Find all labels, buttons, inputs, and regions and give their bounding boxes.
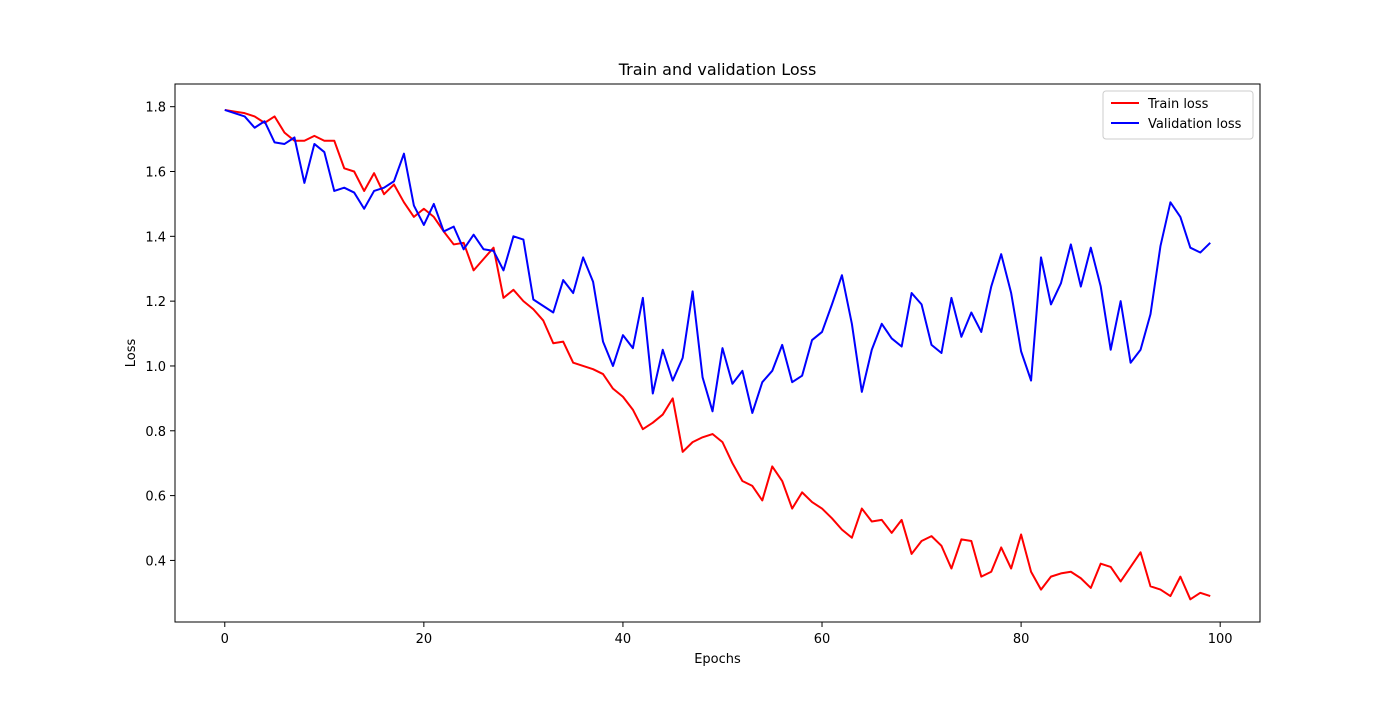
y-tick-label: 1.8 (145, 101, 166, 116)
series-line-validation-loss (224, 108, 1211, 414)
plot-frame (174, 83, 1261, 623)
x-tick-label: 80 (1013, 632, 1030, 647)
x-tick-label: 60 (814, 632, 831, 647)
y-tick-label: 1.6 (145, 166, 166, 181)
chart-title: Train and validation Loss (618, 60, 817, 79)
y-tick-label: 1.4 (145, 230, 166, 245)
legend-box (1102, 90, 1254, 140)
y-axis-label: Loss (124, 339, 139, 368)
y-tick-label: 1.0 (145, 360, 166, 375)
x-tick-label: 0 (221, 632, 229, 647)
x-axis-ticks: 0 20 40 60 80 100 (221, 622, 1233, 647)
y-tick-label: 0.8 (145, 425, 166, 440)
y-tick-label: 0.6 (145, 490, 166, 505)
legend-entry-label: Train loss (1147, 97, 1209, 112)
legend: Train loss Validation loss (1102, 90, 1254, 140)
legend-entry-label: Validation loss (1148, 117, 1242, 132)
y-tick-label: 1.2 (145, 295, 166, 310)
series-line-train-loss (224, 108, 1211, 601)
x-tick-label: 100 (1208, 632, 1233, 647)
y-axis-ticks: 0.4 0.6 0.8 1.0 1.2 1.4 1.6 1.8 (145, 101, 175, 569)
x-tick-label: 20 (416, 632, 433, 647)
x-tick-label: 40 (615, 632, 632, 647)
plot-lines (224, 108, 1211, 601)
y-tick-label: 0.4 (145, 554, 166, 569)
x-axis-label: Epochs (694, 652, 741, 667)
